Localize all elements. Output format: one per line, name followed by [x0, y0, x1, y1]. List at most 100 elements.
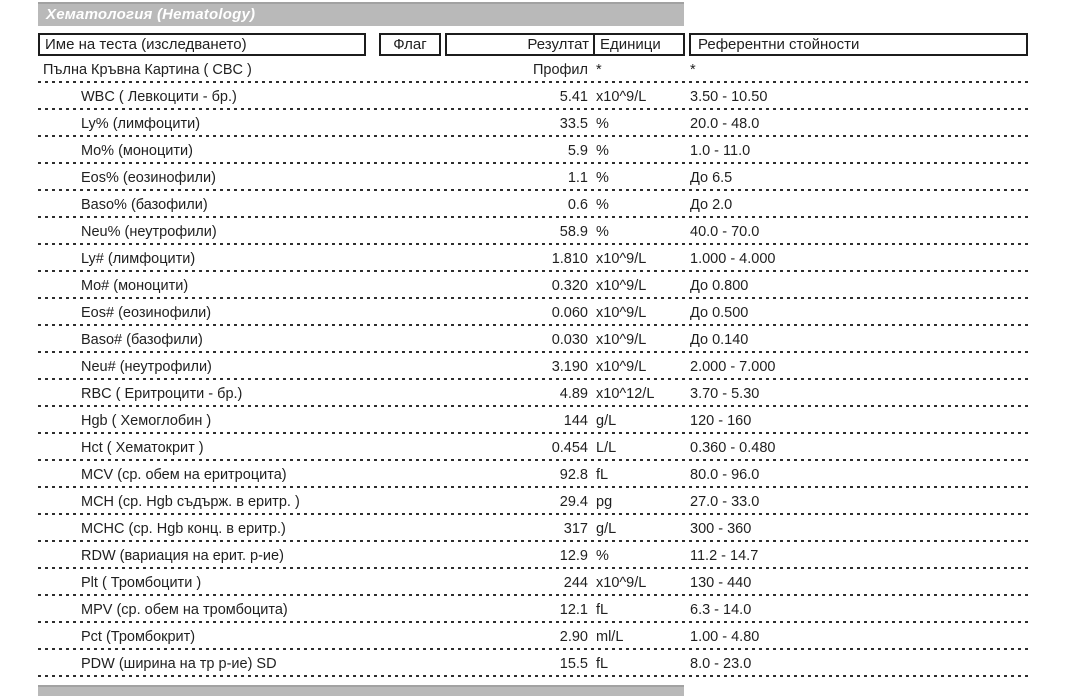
reference-cell: 120 - 160 — [690, 412, 752, 429]
units-cell: % — [596, 547, 609, 564]
column-header-flag: Флаг — [379, 33, 441, 56]
units-cell: fL — [596, 601, 609, 618]
reference-cell: 6.3 - 14.0 — [690, 601, 752, 618]
table-row: MCHC (ср. Hgb конц. в еритр.) 317 g/L 30… — [38, 515, 1028, 542]
result-cell: 0.060 — [551, 304, 588, 321]
table-row: Plt ( Тромбоцити ) 244 x10^9/L 130 - 440 — [38, 569, 1028, 596]
reference-cell: * — [690, 61, 696, 78]
units-cell: x10^9/L — [596, 277, 647, 294]
reference-cell: 0.360 - 0.480 — [690, 439, 776, 456]
units-cell: x10^12/L — [596, 385, 655, 402]
table-row: MPV (ср. обем на тромбоцита) 12.1 fL 6.3… — [38, 596, 1028, 623]
result-cell: 1.810 — [551, 250, 588, 267]
table-row: Baso% (базофили) 0.6 % До 2.0 — [38, 191, 1028, 218]
table-row: Neu% (неутрофили) 58.9 % 40.0 - 70.0 — [38, 218, 1028, 245]
test-name-cell: Pct (Тромбокрит) — [81, 628, 196, 645]
reference-cell: До 2.0 — [690, 196, 733, 213]
table-row: WBC ( Левкоцити - бр.) 5.41 x10^9/L 3.50… — [38, 83, 1028, 110]
result-cell: 5.9 — [567, 142, 588, 159]
units-cell: x10^9/L — [596, 250, 647, 267]
result-cell: 0.030 — [551, 331, 588, 348]
section-title: Хематология (Hematology) — [46, 6, 256, 23]
result-cell: 3.190 — [551, 358, 588, 375]
reference-cell: До 0.140 — [690, 331, 749, 348]
table-row: PDW (ширина на тр р-ие) SD 15.5 fL 8.0 -… — [38, 650, 1028, 677]
test-name-cell: Plt ( Тромбоцити ) — [81, 574, 202, 591]
test-name-cell: Ly# (лимфоцити) — [81, 250, 196, 267]
result-cell: 5.41 — [559, 88, 588, 105]
result-cell: 12.9 — [559, 547, 588, 564]
reference-cell: 40.0 - 70.0 — [690, 223, 760, 240]
result-cell: 2.90 — [559, 628, 588, 645]
reference-cell: 300 - 360 — [690, 520, 752, 537]
result-cell: 29.4 — [559, 493, 588, 510]
result-cell: 12.1 — [559, 601, 588, 618]
column-header-result-units-group: Резултат Единици — [445, 33, 685, 56]
reference-cell: До 0.800 — [690, 277, 749, 294]
table-row: Eos% (еозинофили) 1.1 % До 6.5 — [38, 164, 1028, 191]
units-cell: % — [596, 115, 609, 132]
test-name-cell: Eos% (еозинофили) — [81, 169, 216, 186]
test-name-cell: Пълна Кръвна Картина ( CBC ) — [43, 61, 252, 78]
reference-cell: 80.0 - 96.0 — [690, 466, 760, 483]
units-cell: % — [596, 223, 609, 240]
test-name-cell: Ly% (лимфоцити) — [81, 115, 201, 132]
test-name-cell: MCV (ср. обем на еритроцита) — [81, 466, 287, 483]
test-name-cell: Neu# (неутрофили) — [81, 358, 212, 375]
units-cell: ml/L — [596, 628, 624, 645]
table-row: Eos# (еозинофили) 0.060 x10^9/L До 0.500 — [38, 299, 1028, 326]
reference-cell: 3.50 - 10.50 — [690, 88, 768, 105]
table-row: MCH (ср. Hgb съдърж. в еритр. ) 29.4 pg … — [38, 488, 1028, 515]
test-name-cell: Mo% (моноцити) — [81, 142, 193, 159]
result-cell: 0.6 — [567, 196, 588, 213]
reference-cell: 3.70 - 5.30 — [690, 385, 760, 402]
test-name-cell: MCH (ср. Hgb съдърж. в еритр. ) — [81, 493, 300, 510]
next-section-banner — [38, 685, 684, 696]
units-cell: % — [596, 169, 609, 186]
reference-cell: 8.0 - 23.0 — [690, 655, 752, 672]
reference-cell: 1.00 - 4.80 — [690, 628, 760, 645]
test-name-cell: WBC ( Левкоцити - бр.) — [81, 88, 237, 105]
reference-cell: До 6.5 — [690, 169, 733, 186]
table-row: Hct ( Хематокрит ) 0.454 L/L 0.360 - 0.4… — [38, 434, 1028, 461]
column-header-test-name: Име на теста (изследването) — [38, 33, 366, 56]
table-row: Ly% (лимфоцити) 33.5 % 20.0 - 48.0 — [38, 110, 1028, 137]
test-name-cell: MPV (ср. обем на тромбоцита) — [81, 601, 288, 618]
units-cell: x10^9/L — [596, 358, 647, 375]
units-cell: fL — [596, 655, 609, 672]
result-cell: 92.8 — [559, 466, 588, 483]
reference-cell: 27.0 - 33.0 — [690, 493, 760, 510]
table-header-row: Име на теста (изследването) Флаг Резулта… — [38, 33, 1028, 56]
column-header-reference: Референтни стойности — [689, 33, 1028, 56]
column-header-units: Единици — [593, 35, 683, 54]
table-row: Pct (Тромбокрит) 2.90 ml/L 1.00 - 4.80 — [38, 623, 1028, 650]
test-name-cell: Mo# (моноцити) — [81, 277, 189, 294]
units-cell: g/L — [596, 520, 617, 537]
units-cell: g/L — [596, 412, 617, 429]
test-name-cell: Eos# (еозинофили) — [81, 304, 212, 321]
result-cell: 144 — [563, 412, 588, 429]
test-name-cell: Baso# (базофили) — [81, 331, 203, 348]
result-cell: 4.89 — [559, 385, 588, 402]
lab-report-page: Хематология (Hematology) Име на теста (и… — [38, 2, 1028, 696]
test-name-cell: Hct ( Хематокрит ) — [81, 439, 204, 456]
units-cell: * — [596, 61, 602, 78]
units-cell: pg — [596, 493, 613, 510]
test-name-cell: Neu% (неутрофили) — [81, 223, 217, 240]
units-cell: x10^9/L — [596, 331, 647, 348]
result-cell: 1.1 — [567, 169, 588, 186]
result-cell: 244 — [563, 574, 588, 591]
test-name-cell: Baso% (базофили) — [81, 196, 208, 213]
table-row: Baso# (базофили) 0.030 x10^9/L До 0.140 — [38, 326, 1028, 353]
section-banner-hematology: Хематология (Hematology) — [38, 2, 684, 26]
reference-cell: 2.000 - 7.000 — [690, 358, 776, 375]
units-cell: x10^9/L — [596, 88, 647, 105]
table-row: RDW (вариация на ерит. р-ие) 12.9 % 11.2… — [38, 542, 1028, 569]
table-row: RBC ( Еритроцити - бр.) 4.89 x10^12/L 3.… — [38, 380, 1028, 407]
test-name-cell: MCHC (ср. Hgb конц. в еритр.) — [81, 520, 286, 537]
test-name-cell: RDW (вариация на ерит. р-ие) — [81, 547, 284, 564]
units-cell: % — [596, 196, 609, 213]
table-row: MCV (ср. обем на еритроцита) 92.8 fL 80.… — [38, 461, 1028, 488]
reference-cell: 1.0 - 11.0 — [690, 142, 751, 159]
units-cell: % — [596, 142, 609, 159]
